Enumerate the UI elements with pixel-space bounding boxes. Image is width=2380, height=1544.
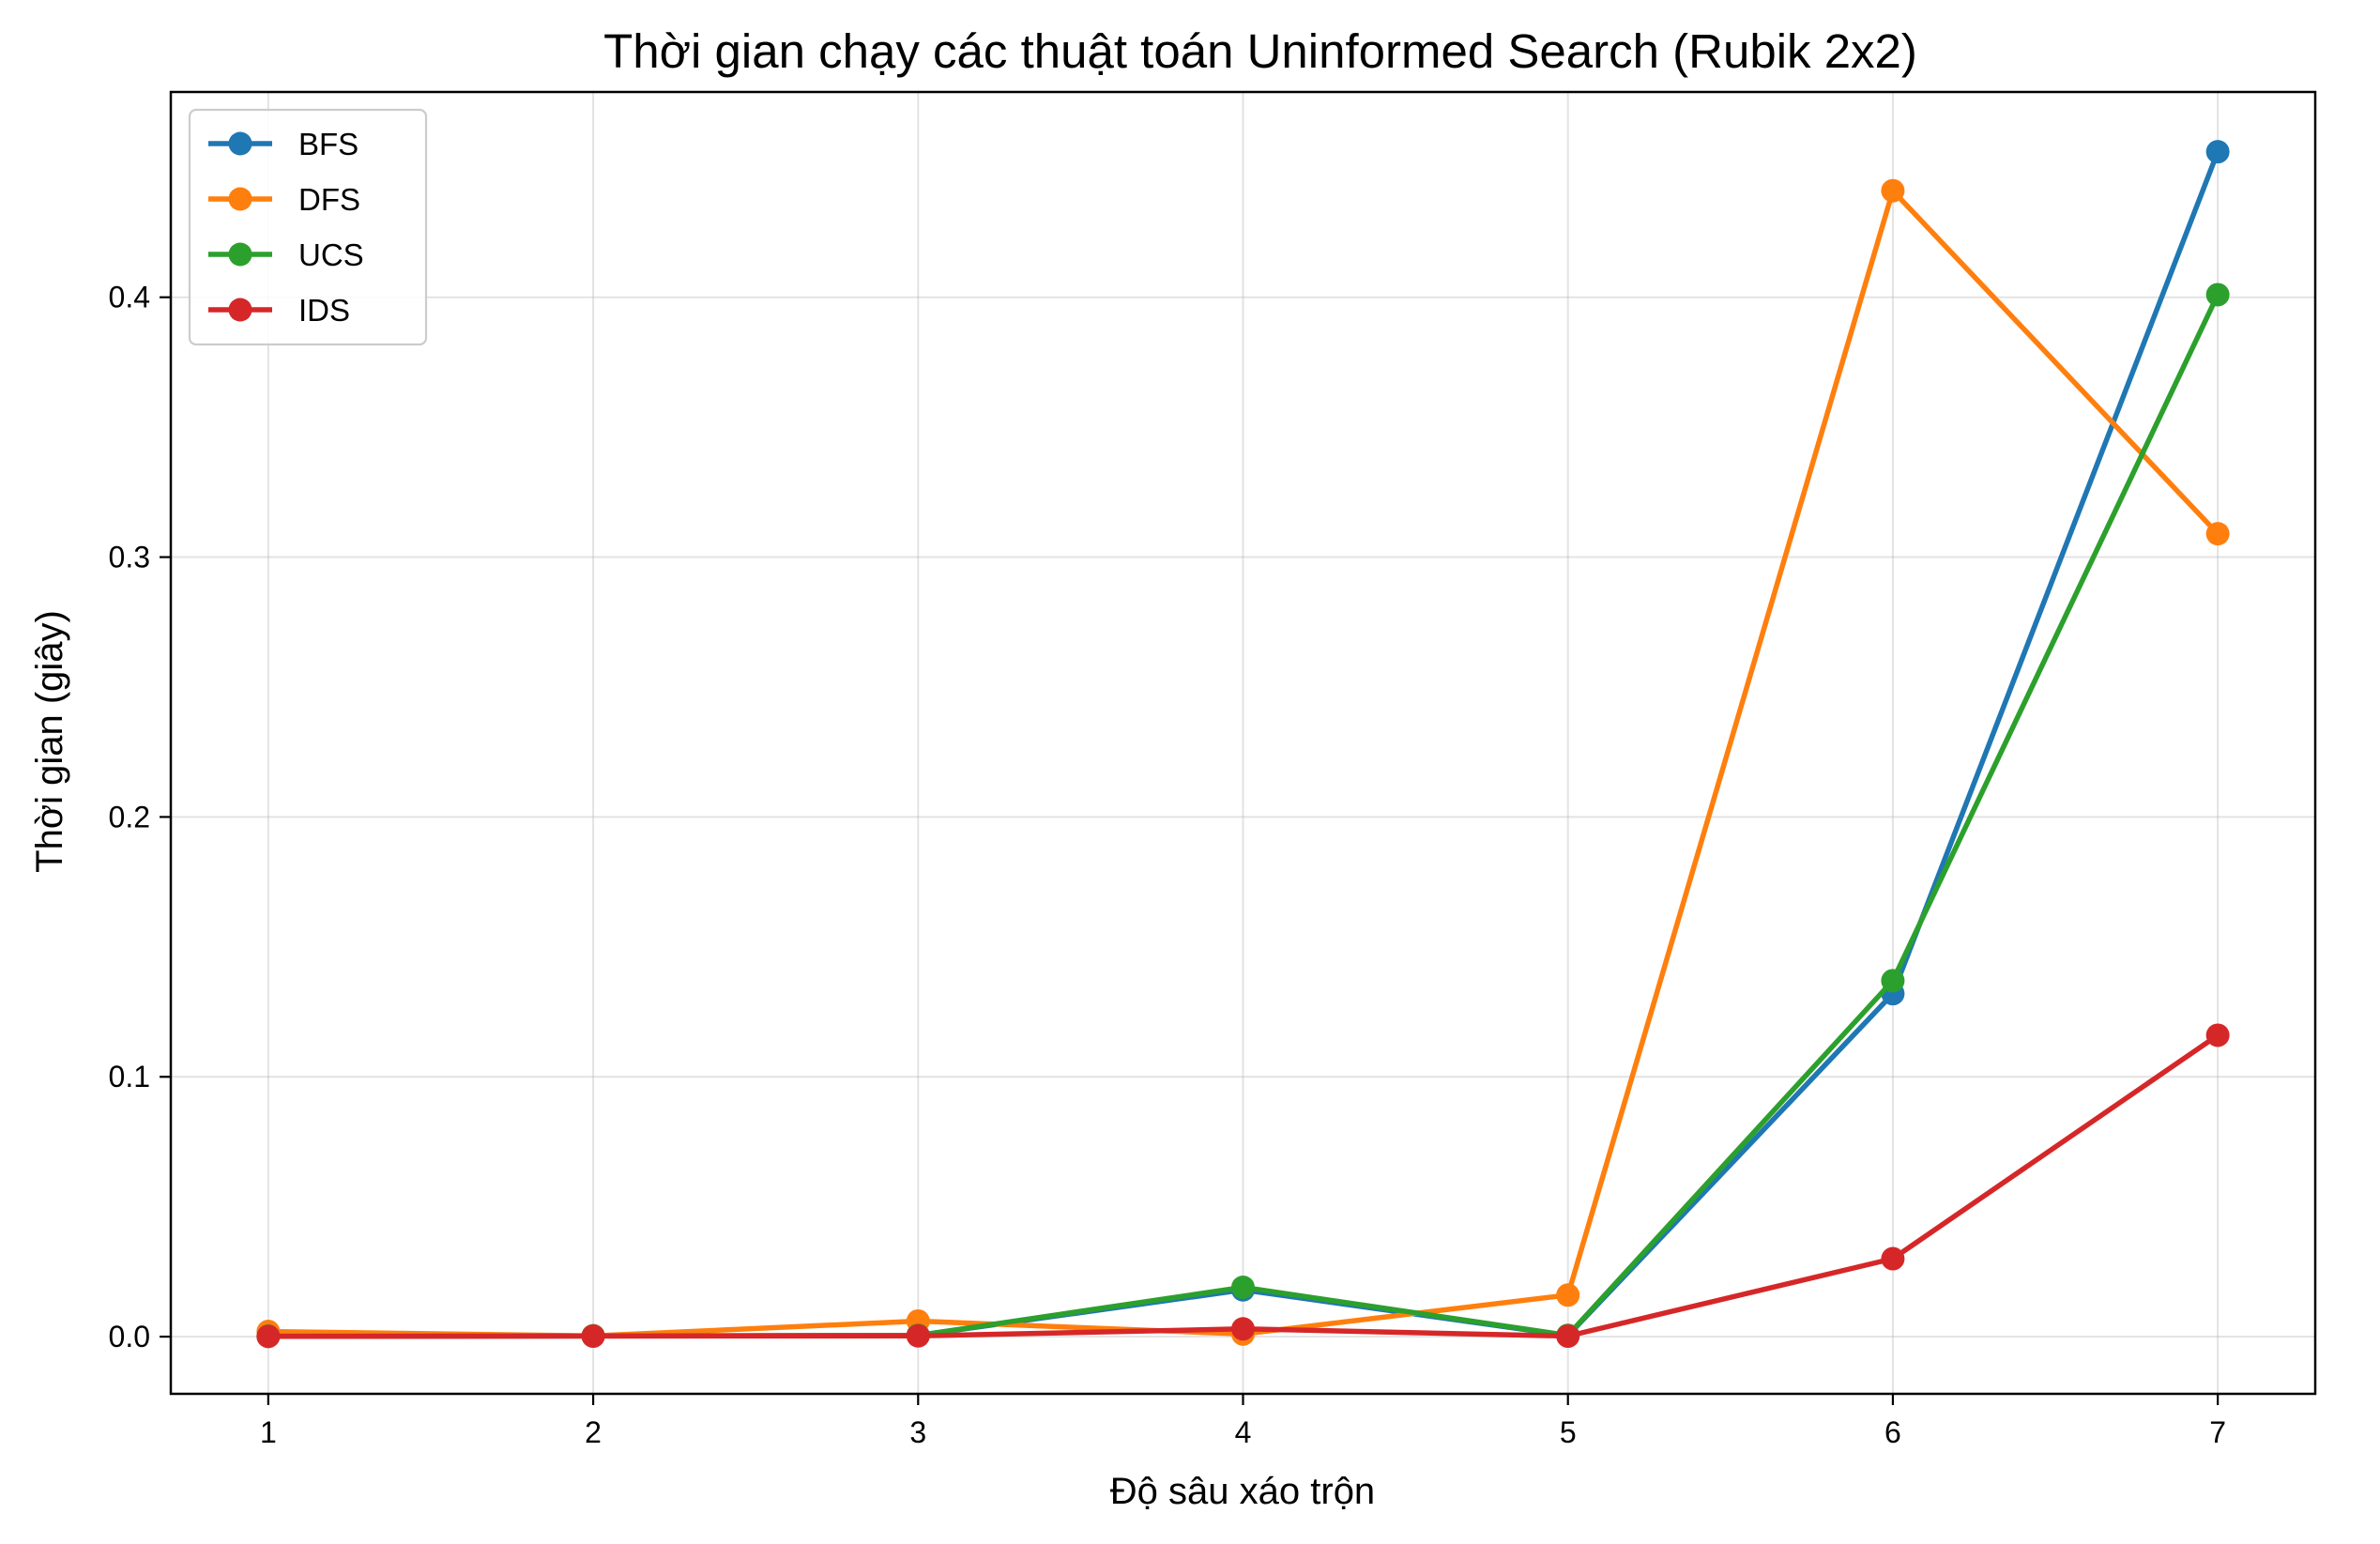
legend-box: [188, 108, 428, 346]
data-point-ids: [906, 1323, 930, 1348]
y-axis: 0.0 0.1 0.2 0.3 0.4: [109, 281, 171, 1353]
data-point-ids: [1881, 1246, 1905, 1271]
x-tick-label: 5: [1560, 1415, 1577, 1449]
x-tick-label: 6: [1884, 1415, 1901, 1449]
legend-label: IDS: [298, 293, 350, 328]
data-point-ids: [256, 1324, 281, 1349]
y-tick-label: 0.1: [109, 1060, 150, 1093]
x-tick-label: 4: [1235, 1415, 1252, 1449]
legend-swatch-marker: [228, 298, 252, 322]
data-point-dfs: [1556, 1283, 1580, 1307]
legend-item-ucs: UCS: [208, 237, 364, 272]
series-layer: [256, 140, 2230, 1349]
legend-label: UCS: [298, 237, 364, 272]
legend-item-ids: IDS: [208, 293, 350, 328]
legend-label: DFS: [298, 182, 360, 217]
legend-swatch-marker: [228, 131, 252, 156]
chart-title: Thời gian chạy các thuật toán Uninformed…: [603, 24, 1917, 78]
data-point-ucs: [2205, 283, 2230, 307]
y-axis-label: Thời gian (giây): [29, 610, 70, 873]
data-point-dfs: [1881, 178, 1905, 203]
legend-item-dfs: DFS: [208, 182, 360, 217]
y-tick-label: 0.3: [109, 541, 150, 574]
x-tick-label: 3: [909, 1415, 926, 1449]
data-point-ucs: [1231, 1275, 1255, 1299]
y-tick-label: 0.2: [109, 800, 150, 833]
data-point-ucs: [1881, 969, 1905, 993]
x-axis: 1 2 3 4 5 6 7: [260, 1394, 2226, 1449]
data-point-bfs: [2205, 140, 2230, 164]
data-point-ids: [581, 1324, 605, 1349]
series-ids: [256, 1023, 2230, 1349]
legend-label: BFS: [298, 127, 359, 161]
x-tick-label: 7: [2209, 1415, 2226, 1449]
x-axis-label: Độ sâu xáo trộn: [1110, 1471, 1375, 1512]
data-point-ids: [2205, 1023, 2230, 1047]
legend: BFS DFS UCS IDS: [188, 108, 428, 346]
x-tick-label: 2: [585, 1415, 602, 1449]
x-tick-label: 1: [260, 1415, 277, 1449]
y-tick-label: 0.4: [109, 281, 150, 314]
data-point-ids: [1556, 1324, 1580, 1349]
legend-swatch-marker: [228, 187, 252, 211]
legend-item-bfs: BFS: [208, 127, 359, 161]
data-point-ids: [1231, 1317, 1255, 1341]
y-tick-label: 0.0: [109, 1320, 150, 1353]
data-point-dfs: [2205, 522, 2230, 546]
legend-swatch-marker: [228, 242, 252, 267]
